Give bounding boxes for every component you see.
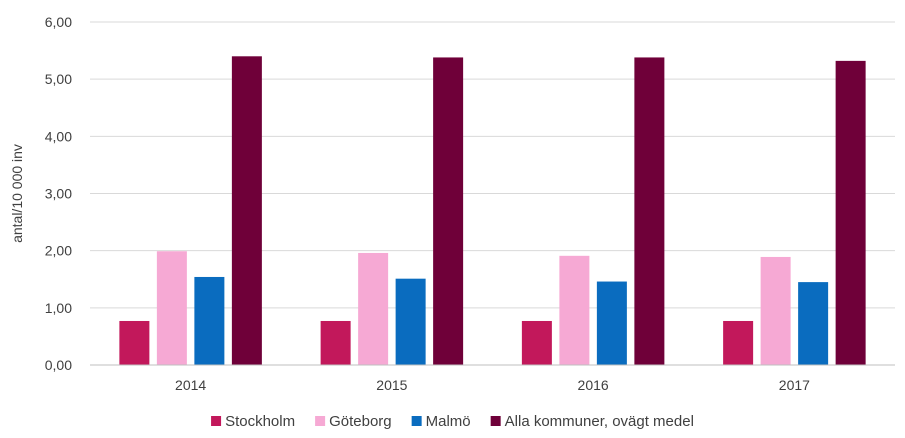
- bar: [521, 320, 552, 365]
- x-tick-label: 2014: [175, 377, 206, 393]
- y-tick-label: 1,00: [45, 300, 72, 316]
- bar: [433, 57, 464, 366]
- legend-swatch: [315, 416, 326, 426]
- bar: [760, 256, 791, 365]
- bar: [723, 320, 754, 365]
- x-tick-label: 2017: [779, 377, 810, 393]
- y-tick-label: 5,00: [45, 71, 72, 87]
- legend-label: Göteborg: [329, 413, 392, 430]
- y-tick-label: 6,00: [45, 14, 72, 30]
- y-axis-tick-labels: 0,00 1,00 2,00 3,00 4,00 5,00 6,00: [45, 14, 72, 373]
- legend-swatch: [411, 416, 422, 426]
- bar: [358, 252, 389, 365]
- legend-swatch: [490, 416, 501, 426]
- y-tick-label: 2,00: [45, 243, 72, 259]
- x-tick-label: 2015: [376, 377, 407, 393]
- bars: [119, 56, 866, 366]
- bar: [395, 278, 426, 365]
- legend-label: Malmö: [426, 413, 471, 430]
- y-tick-label: 0,00: [45, 357, 72, 373]
- bar: [634, 57, 665, 366]
- bar: [320, 320, 351, 365]
- bar: [156, 251, 187, 365]
- x-tick-label: 2016: [578, 377, 609, 393]
- y-tick-label: 4,00: [45, 128, 72, 144]
- bar: [835, 60, 866, 366]
- legend-swatch: [211, 416, 222, 426]
- bar: [559, 255, 590, 365]
- bar: [119, 320, 150, 365]
- y-tick-label: 3,00: [45, 186, 72, 202]
- legend-label: Alla kommuner, ovägt medel: [505, 413, 694, 430]
- y-axis-title: antal/10 000 inv: [9, 144, 25, 243]
- x-axis-tick-labels: 2014 2015 2016 2017: [175, 377, 810, 393]
- bar: [194, 276, 225, 365]
- legend-label: Stockholm: [225, 413, 295, 430]
- legend: Stockholm Göteborg Malmö Alla kommuner, ovä…: [211, 413, 694, 430]
- bar: [798, 282, 829, 365]
- bar: [231, 56, 262, 366]
- bar: [596, 281, 627, 365]
